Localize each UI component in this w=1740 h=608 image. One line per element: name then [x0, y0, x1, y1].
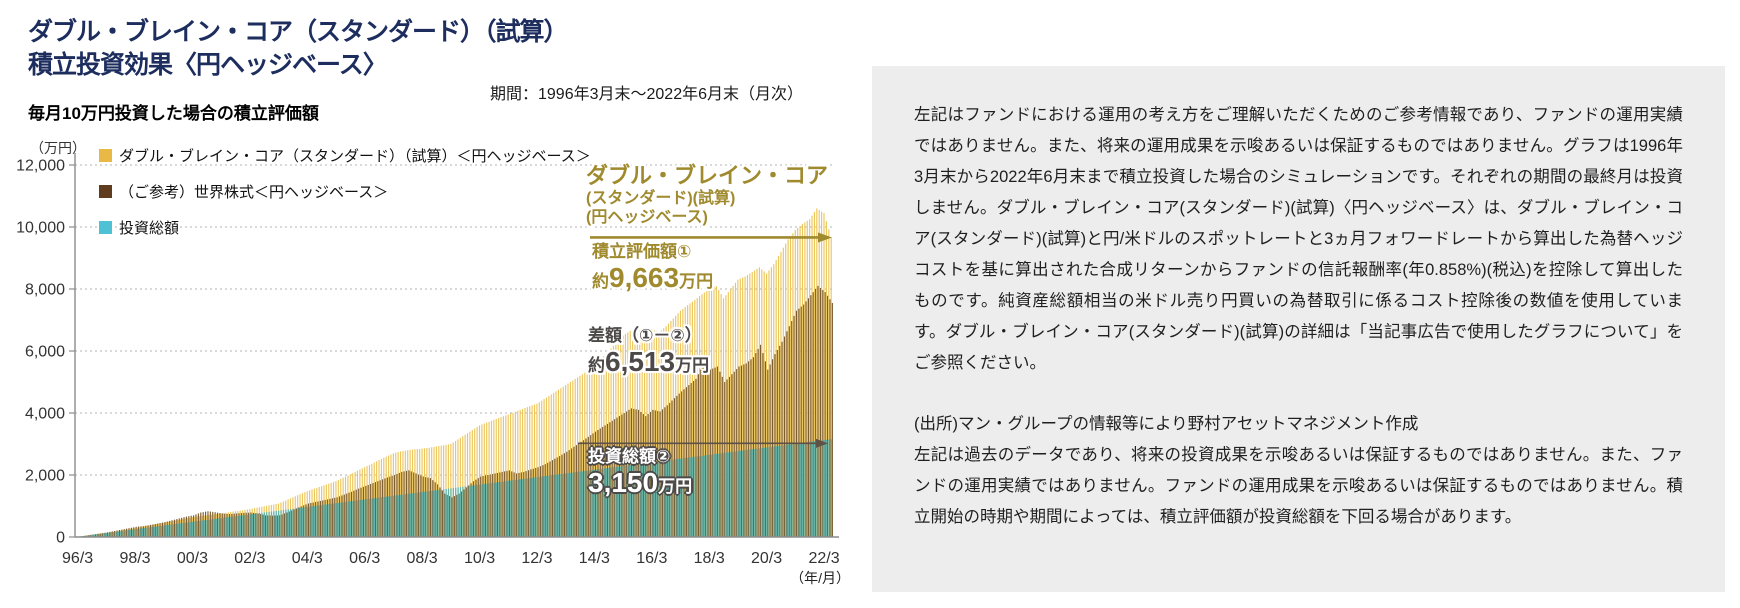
fund-annotation-sub1: (スタンダード)(試算) [586, 190, 736, 207]
valuation-arrow [590, 232, 832, 243]
legend-item-fund: ダブル・ブレイン・コア（スタンダード）（試算）＜円ヘッジベース＞ [99, 146, 591, 165]
x-axis-unit-label: （年/月） [790, 570, 850, 586]
x-tick-label: 02/3 [234, 550, 265, 567]
x-tick-label: 14/3 [579, 550, 610, 567]
x-tick-label: 16/3 [636, 550, 667, 567]
x-tick-label: 00/3 [177, 550, 208, 567]
x-tick-label: 98/3 [119, 550, 150, 567]
legend-item-equity: （ご参考）世界株式＜円ヘッジベース＞ [99, 182, 591, 201]
x-tick-label: 12/3 [521, 550, 552, 567]
investment-arrow [578, 438, 828, 448]
difference-value: 6,513 [605, 346, 676, 377]
bars [77, 208, 833, 538]
chart-section: ダブル・ブレイン・コア（スタンダード）（試算） 積立投資効果〈円ヘッジベース〉 … [0, 0, 860, 608]
difference-annotation: 差額（①－②） 約 6,513 万円 [588, 325, 709, 378]
bar-chart: 0 2,000 4,000 6,000 8,000 10,000 12,000 96/3 98/… [16, 153, 840, 568]
disclaimer-paragraph-2-text: 左記は過去のデータであり、将来の投資成果を示唆あるいは保証するものではありません… [914, 446, 1683, 526]
y-tick-label: 10,000 [16, 220, 65, 237]
axes [69, 153, 839, 538]
x-tick-label: 06/3 [349, 550, 380, 567]
equity-swatch-icon [99, 184, 112, 198]
y-tick-label: 6,000 [25, 344, 65, 361]
x-tick-label: 20/3 [751, 550, 782, 567]
chart-subtitle: 毎月10万円投資した場合の積立評価額 [28, 104, 319, 123]
investment-swatch-icon [99, 220, 112, 234]
fund-annotation: ダブル・ブレイン・コア (スタンダード)(試算) (円ヘッジベース) [586, 163, 828, 227]
y-axis-unit-label: （万円） [30, 140, 86, 156]
disclaimer-paragraph-1: 左記はファンドにおける運用の考え方をご理解いただくためのご参考情報であり、ファン… [914, 106, 1683, 372]
page-title-line2: 積立投資効果〈円ヘッジベース〉 [28, 51, 388, 79]
x-tick-label: 08/3 [407, 550, 438, 567]
valuation-value: 9,663 [609, 262, 680, 293]
disclaimer-paragraph-2: (出所)マン・グループの情報等により野村アセットマネジメント作成 左記は過去のデ… [914, 409, 1683, 533]
legend-item-investment: 投資総額 [99, 218, 591, 237]
difference-label: 差額（①－②） [588, 326, 702, 345]
valuation-unit: 万円 [679, 272, 714, 291]
x-tick-label: 22/3 [808, 550, 839, 567]
legend-label-fund: ダブル・ブレイン・コア（スタンダード）（試算）＜円ヘッジベース＞ [119, 147, 591, 165]
tick-labels: 0 2,000 4,000 6,000 8,000 10,000 12,000 96/3 98/… [16, 158, 840, 568]
valuation-label: 積立評価額① [592, 242, 692, 261]
fund-annotation-title: ダブル・ブレイン・コア [586, 163, 829, 188]
x-tick-label: 10/3 [464, 550, 495, 567]
page-title: ダブル・ブレイン・コア（スタンダード）（試算） 積立投資効果〈円ヘッジベース〉 [28, 16, 569, 82]
x-tick-label: 04/3 [292, 550, 323, 567]
y-tick-label: 4,000 [25, 406, 65, 423]
page-title-line1: ダブル・ブレイン・コア（スタンダード）（試算） [28, 18, 569, 46]
y-tick-label: 12,000 [16, 158, 65, 175]
valuation-approx: 約 [592, 272, 609, 291]
legend-label-investment: 投資総額 [119, 219, 180, 237]
difference-unit: 万円 [675, 356, 710, 375]
y-tick-label: 8,000 [25, 282, 65, 299]
chart-legend: ダブル・ブレイン・コア（スタンダード）（試算）＜円ヘッジベース＞ （ご参考）世界… [99, 146, 591, 254]
gridlines [75, 164, 835, 476]
source-line: (出所)マン・グループの情報等により野村アセットマネジメント作成 [914, 415, 1419, 433]
x-tick-label: 96/3 [62, 550, 93, 567]
investment-unit: 万円 [658, 477, 693, 496]
x-tick-label: 18/3 [694, 550, 725, 567]
investment-value: 3,150 [588, 467, 659, 498]
legend-label-equity: （ご参考）世界株式＜円ヘッジベース＞ [119, 183, 389, 201]
investment-annotation: 投資総額② 3,150 万円 [588, 446, 692, 499]
valuation-annotation: 積立評価額① 約 9,663 万円 [592, 241, 713, 294]
fund-swatch-icon [99, 148, 112, 162]
fund-annotation-sub2: (円ヘッジベース) [586, 209, 708, 226]
y-tick-label: 2,000 [25, 468, 65, 485]
difference-approx: 約 [588, 356, 605, 375]
investment-label: 投資総額② [588, 447, 671, 466]
y-tick-label: 0 [56, 530, 65, 547]
disclaimer-panel: 左記はファンドにおける運用の考え方をご理解いただくためのご参考情報であり、ファン… [872, 66, 1725, 592]
period-label: 期間：1996年3月末～2022年6月末（月次） [490, 86, 803, 103]
